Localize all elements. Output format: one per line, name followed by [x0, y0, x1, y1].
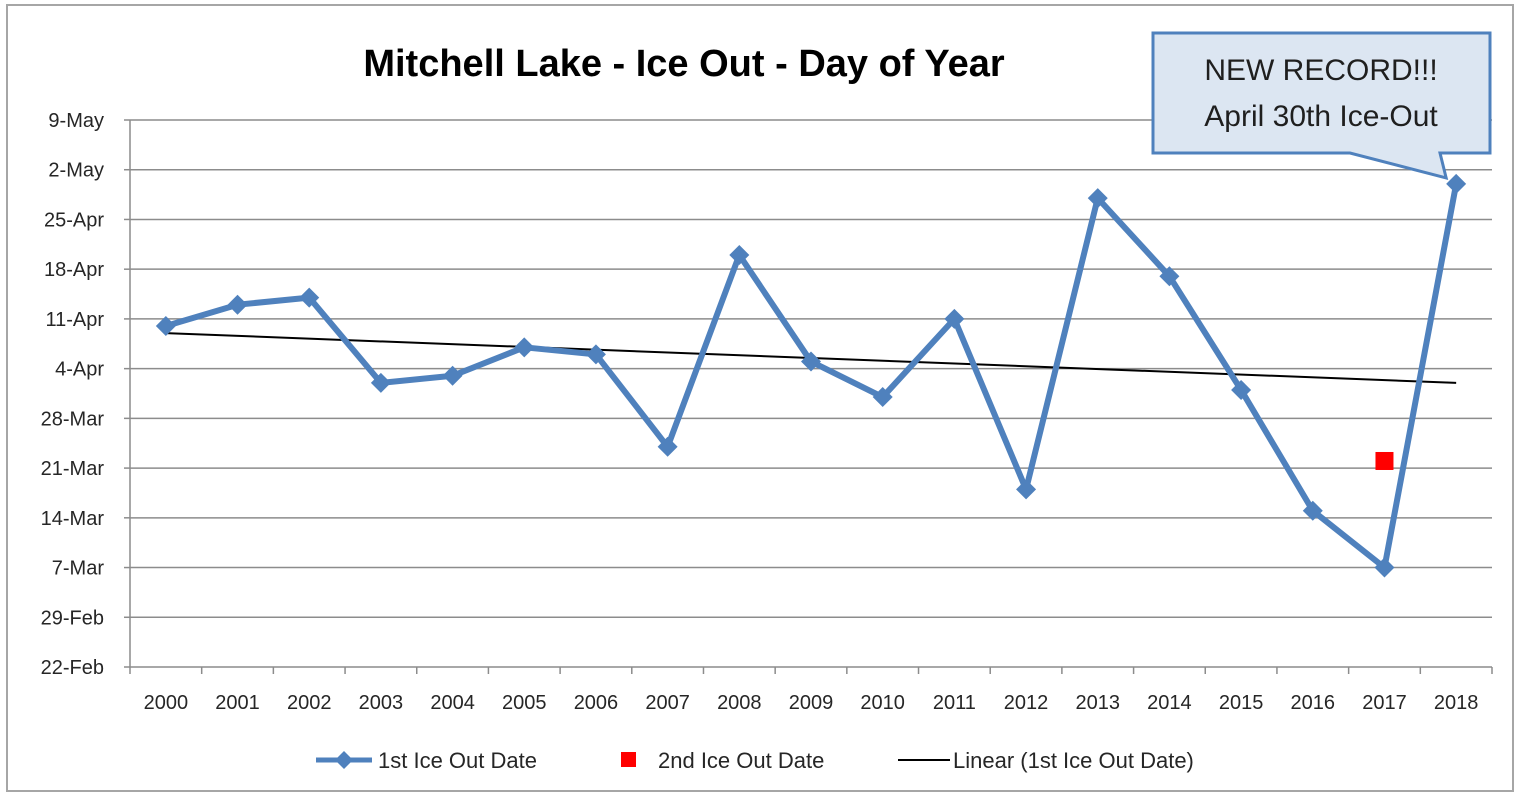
x-tick-label: 2008	[717, 692, 762, 714]
x-tick-label: 2003	[359, 692, 404, 714]
data-point-diamond	[370, 372, 391, 393]
data-point-diamond	[657, 436, 678, 457]
data-point-diamond	[227, 294, 248, 315]
callout-box	[1151, 31, 1492, 181]
data-point-diamond	[801, 351, 821, 372]
data-point-diamond	[442, 365, 463, 386]
legend-diamond-marker	[335, 751, 353, 769]
x-tick-label: 2006	[574, 692, 619, 714]
x-tick-label: 2018	[1434, 692, 1479, 714]
x-tick-label: 2005	[502, 692, 547, 714]
legend-label-1st-ice-out: 1st Ice Out Date	[378, 748, 537, 773]
axes	[129, 120, 1493, 674]
x-tick-label: 2007	[645, 692, 690, 714]
data-point-diamond	[585, 344, 606, 365]
y-tick-label: 9-May	[48, 110, 104, 132]
callout-line-2: April 30th Ice-Out	[1204, 100, 1438, 133]
y-tick-label: 28-Mar	[41, 408, 105, 430]
x-tick-label: 2013	[1075, 692, 1120, 714]
x-tick-label: 2002	[287, 692, 332, 714]
data-point-diamond	[1302, 500, 1323, 521]
x-tick-label: 2004	[430, 692, 475, 714]
data-point-diamond	[155, 316, 176, 337]
y-tick-label: 4-Apr	[55, 359, 104, 381]
data-point-diamond	[299, 287, 320, 308]
data-point-diamond	[729, 244, 750, 265]
y-tick-label: 18-Apr	[44, 259, 104, 281]
x-tick-label: 2001	[215, 692, 260, 714]
data-point-diamond	[1016, 479, 1037, 500]
x-tick-label: 2009	[789, 692, 834, 714]
y-tick-label: 22-Feb	[41, 657, 104, 679]
callout-line-1: NEW RECORD!!!	[1204, 54, 1437, 87]
x-tick-labels: 2000 2001 2002 2003 2004 2005 2006 2007 2008 2009…	[144, 692, 1479, 714]
legend-item-linear: Linear (1st Ice Out Date)	[898, 748, 1194, 773]
x-tick-label: 2014	[1147, 692, 1192, 714]
y-tick-label: 29-Feb	[41, 607, 104, 629]
x-tick-label: 2016	[1291, 692, 1336, 714]
legend: 1st Ice Out Date 2nd Ice Out Date Linear…	[316, 748, 1194, 773]
x-tick-label: 2011	[933, 692, 976, 714]
x-tick-label: 2015	[1219, 692, 1264, 714]
y-tick-label: 7-Mar	[52, 558, 105, 580]
y-tick-labels: 22-Feb 29-Feb 7-Mar 14-Mar 21-Mar 28-Mar 4-Apr…	[41, 110, 105, 679]
x-tick-label: 2000	[144, 692, 189, 714]
y-tick-label: 25-Apr	[44, 209, 104, 231]
y-tick-label: 2-May	[48, 160, 104, 182]
y-tick-label: 11-Apr	[45, 309, 104, 331]
chart-title: Mitchell Lake - Ice Out - Day of Year	[363, 43, 1004, 85]
legend-label-linear: Linear (1st Ice Out Date)	[953, 748, 1194, 773]
x-tick-label: 2017	[1362, 692, 1407, 714]
data-point-diamond	[514, 337, 535, 358]
legend-label-2nd-ice-out: 2nd Ice Out Date	[658, 748, 824, 773]
x-tick-label: 2012	[1004, 692, 1049, 714]
series-1st-ice-out	[155, 173, 1467, 578]
y-tick-label: 14-Mar	[41, 508, 105, 530]
x-tick-label: 2010	[860, 692, 905, 714]
data-point-diamond	[1374, 557, 1395, 578]
data-point-square	[1375, 451, 1394, 470]
data-point-diamond	[872, 387, 893, 408]
series-2nd-ice-out	[1375, 451, 1394, 470]
gridlines	[124, 119, 1492, 668]
y-tick-label: 21-Mar	[41, 458, 105, 480]
data-point-diamond	[1159, 266, 1180, 287]
record-callout: NEW RECORD!!! April 30th Ice-Out	[1151, 31, 1492, 181]
legend-square-marker	[621, 752, 636, 767]
data-point-diamond	[944, 308, 965, 329]
data-point-diamond	[1087, 188, 1108, 209]
data-point-diamond	[1446, 173, 1467, 194]
legend-item-2nd-ice-out: 2nd Ice Out Date	[621, 748, 824, 773]
data-point-diamond	[1231, 379, 1252, 400]
legend-item-1st-ice-out: 1st Ice Out Date	[316, 748, 537, 773]
